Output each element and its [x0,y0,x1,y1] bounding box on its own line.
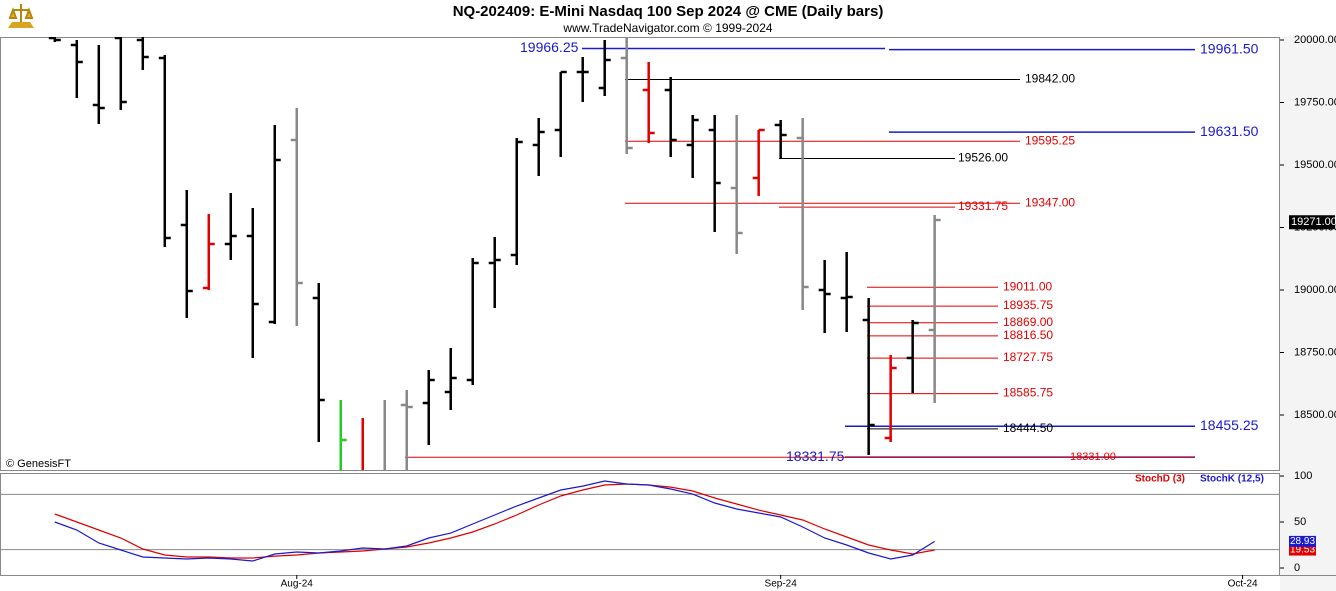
level-label: 19526.00 [958,151,1008,165]
last-value-label: 19.53 [1290,545,1315,556]
level-label: 18331.75 [786,448,845,464]
level-label: 18455.25 [1200,417,1259,433]
y-tick-label: 19500.00 [1294,159,1336,171]
x-tick-label: Sep-24 [765,579,798,590]
level-label: 19631.50 [1200,123,1259,139]
y-tick-label: 50 [1294,516,1306,528]
level-label: 19966.25 [520,39,579,55]
stoch-line [54,480,936,562]
y-tick-label: 0 [1294,562,1300,574]
last-value-label: 28.93 [1290,536,1315,547]
level-label: 18331.00 [1070,451,1116,463]
y-tick-label: 18750.00 [1294,346,1336,358]
level-label: 19331.75 [958,199,1008,213]
price-plot [48,37,1195,470]
y-tick-label: 19000.00 [1294,284,1336,296]
axis-background [1280,37,1336,591]
level-label: 19595.25 [1025,133,1075,147]
chart-subtitle: www.TradeNavigator.com © 1999-2024 [562,21,772,35]
level-label: 19842.00 [1025,72,1075,86]
copyright: © GenesisFT [6,458,71,470]
stoch-line [54,483,935,559]
chart-title: NQ-202409: E-Mini Nasdaq 100 Sep 2024 @ … [453,3,884,20]
logo [8,4,34,28]
last-price-label: 19271.00 [1291,216,1336,228]
y-tick-label: 19750.00 [1294,96,1336,108]
last-value-box [1289,535,1316,547]
y-tick-label: 20000.00 [1294,34,1336,46]
stoch-plot [0,480,1280,562]
last-value-box [1289,544,1316,556]
price-panel-frame [0,37,1280,471]
legend-entry: StochD (3) [1135,474,1185,485]
last-price-box [1289,215,1335,230]
level-label: 19347.00 [1025,195,1075,209]
level-label: 19961.50 [1200,40,1259,56]
level-label: 18816.50 [1003,328,1053,342]
legend-entry: StochK (12,5) [1200,474,1264,485]
x-tick-label: Aug-24 [281,579,314,590]
level-label: 18935.75 [1003,298,1053,312]
level-label: 18585.75 [1003,386,1053,400]
level-label: 18869.00 [1003,315,1053,329]
y-tick-label: 18500.00 [1294,409,1336,421]
level-label: 18444.50 [1003,421,1053,435]
y-tick-label: 100 [1294,470,1312,482]
axes: 18500.0018750.0019000.0019250.0019500.00… [281,34,1336,590]
x-tick-label: Oct-24 [1228,579,1258,590]
level-label: 18727.75 [1003,350,1053,364]
level-label: 19011.00 [1003,279,1052,293]
